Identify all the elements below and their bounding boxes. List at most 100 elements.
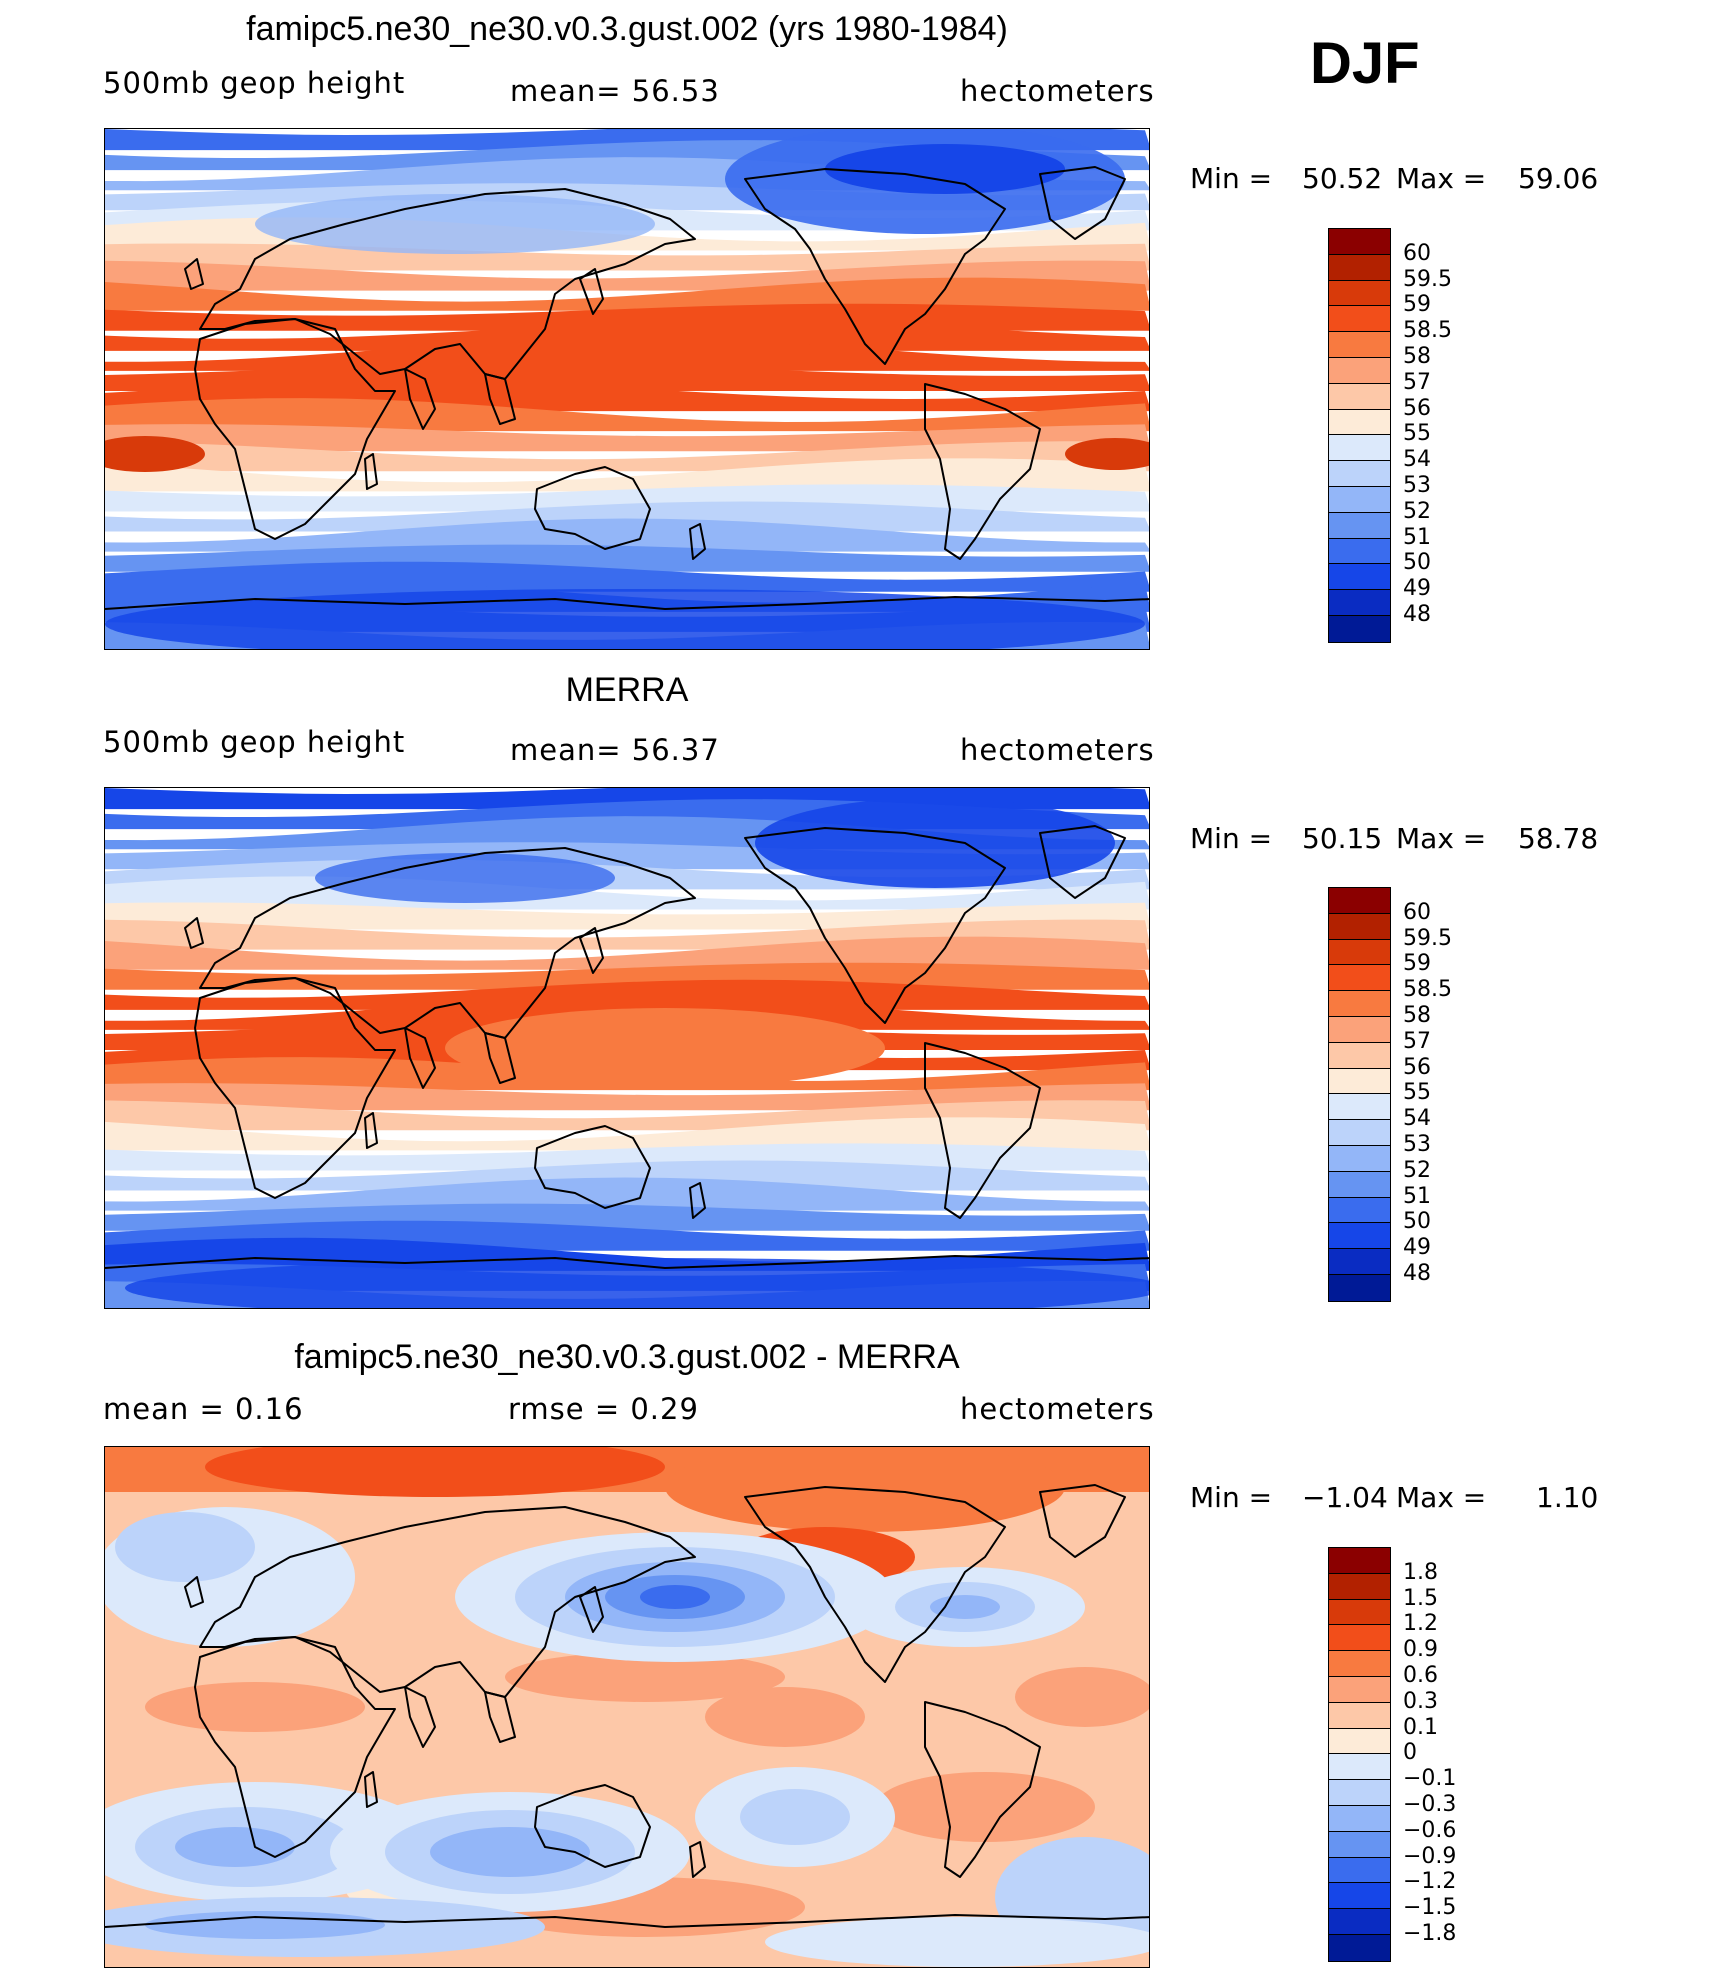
panel-3-map (104, 1446, 1150, 1968)
colorbar-tick-label: 52 (1403, 1157, 1431, 1183)
colorbar-tick-label: 54 (1403, 447, 1431, 473)
colorbar-tick-label: −0.1 (1403, 1766, 1457, 1792)
panel-1-colorbar (1328, 228, 1391, 643)
coastline (404, 1686, 436, 1748)
panel-2-map (104, 787, 1150, 1309)
colorbar-swatch (1329, 1042, 1390, 1069)
coastline (534, 1784, 651, 1868)
panel-3-title: famipc5.ne30_ne30.v0.3.gust.002 - MERRA (294, 1338, 960, 1376)
colorbar-swatch (1329, 1651, 1390, 1677)
panel-2-units-label: hectometers (960, 733, 1155, 767)
colorbar-tick-label: 57 (1403, 1028, 1431, 1054)
coastline (199, 1506, 696, 1698)
colorbar-swatch (1329, 1934, 1390, 1961)
colorbar-tick-label: 59.5 (1403, 266, 1452, 292)
colorbar-tick-label: 59.5 (1403, 925, 1452, 951)
colorbar-tick-label: 0.3 (1403, 1688, 1438, 1714)
panel-3-min-label: Min = (1190, 1481, 1273, 1514)
colorbar-tick-label: 0.6 (1403, 1663, 1438, 1688)
coastline (924, 1042, 1041, 1219)
colorbar-tick-label: 58.5 (1403, 318, 1452, 344)
panel-3-max-label: Max = (1396, 1481, 1487, 1514)
colorbar-swatch (1329, 1249, 1390, 1275)
panel-1-title: famipc5.ne30_ne30.v0.3.gust.002 (yrs 198… (246, 10, 1008, 48)
coastline (364, 453, 378, 490)
contour-band (105, 398, 1149, 432)
panel-3-mean-label: mean = 0.16 (103, 1392, 304, 1426)
coastline (744, 827, 1006, 1024)
colorbar-swatch (1329, 939, 1390, 966)
coastline (105, 1255, 1149, 1269)
colorbar-tick-label: 56 (1403, 395, 1431, 421)
colorbar-tick-label: 60 (1403, 899, 1431, 925)
colorbar-swatch (1329, 1223, 1390, 1250)
coastline (1039, 166, 1126, 240)
colorbar-swatch (1329, 1094, 1390, 1121)
contour-band (105, 1177, 1149, 1211)
panel-2-min-label: Min = (1190, 822, 1273, 855)
colorbar-swatch (1329, 306, 1390, 333)
colorbar-tick-label: −1.2 (1403, 1869, 1457, 1895)
colorbar-swatch (1329, 1120, 1390, 1146)
panel-2-variable-label: 500mb geop height (103, 725, 406, 759)
colorbar-swatch (1329, 1702, 1390, 1729)
colorbar-tick-label: 48 (1403, 602, 1431, 627)
colorbar-tick-label: 59 (1403, 292, 1431, 318)
colorbar-swatch (1329, 254, 1390, 281)
colorbar-tick-label: 55 (1403, 421, 1431, 447)
colorbar-swatch (1329, 590, 1390, 616)
coastline (404, 368, 436, 430)
coastline (924, 383, 1041, 560)
colorbar-tick-label: 58.5 (1403, 977, 1452, 1003)
colorbar-swatch (1329, 1625, 1390, 1652)
contour-band (105, 1160, 1149, 1191)
coastline (404, 1027, 436, 1089)
colorbar-tick-label: 1.8 (1403, 1559, 1438, 1585)
coastline (194, 1636, 396, 1858)
contour-band (105, 979, 1149, 1010)
coastline (689, 1182, 706, 1219)
contour-band (105, 518, 1149, 552)
coastline (689, 523, 706, 560)
colorbar-swatch (1329, 1016, 1390, 1043)
coastline (184, 1576, 204, 1608)
panel-3-field (105, 1447, 1149, 1967)
panel-3-max-value: 1.10 (1536, 1481, 1599, 1514)
colorbar-tick-label: 50 (1403, 550, 1431, 576)
coastline (744, 1486, 1006, 1683)
colorbar-swatch (1329, 1909, 1390, 1935)
colorbar-swatch (1329, 280, 1390, 307)
panel-2-mean-label: mean= 56.37 (510, 733, 720, 767)
colorbar-swatch (1329, 1068, 1390, 1095)
colorbar-swatch (1329, 486, 1390, 513)
contour-band (105, 484, 1149, 512)
colorbar-tick-label: 53 (1403, 473, 1431, 498)
coastline (579, 927, 604, 974)
colorbar-tick-label: −0.9 (1403, 1843, 1457, 1869)
panel-3-units-label: hectometers (960, 1392, 1155, 1426)
colorbar-swatch (1329, 1883, 1390, 1910)
contour-band (105, 501, 1149, 532)
colorbar-swatch (1329, 564, 1390, 591)
panel-1-variable-label: 500mb geop height (103, 66, 406, 100)
colorbar-tick-label: −1.5 (1403, 1895, 1457, 1921)
coastline (364, 1112, 378, 1149)
colorbar-swatch (1329, 965, 1390, 992)
season-label: DJF (1310, 31, 1420, 96)
colorbar-tick-label: 52 (1403, 498, 1431, 524)
colorbar-tick-label: 53 (1403, 1132, 1431, 1157)
panel-3-colorbar (1328, 1547, 1391, 1962)
contour-band (105, 1057, 1149, 1091)
colorbar-swatch (1329, 383, 1390, 410)
panel-1-min-value: 50.52 (1302, 162, 1383, 195)
contour-band (105, 320, 1149, 351)
contour-band (105, 902, 1149, 930)
colorbar-swatch (1329, 461, 1390, 487)
coastline (184, 258, 204, 290)
colorbar-swatch (1329, 615, 1390, 642)
panel-1-max-label: Max = (1396, 162, 1487, 195)
panel-1-min-label: Min = (1190, 162, 1273, 195)
colorbar-tick-label: 50 (1403, 1209, 1431, 1235)
coastline (199, 847, 696, 1039)
colorbar-tick-label: 48 (1403, 1261, 1431, 1286)
